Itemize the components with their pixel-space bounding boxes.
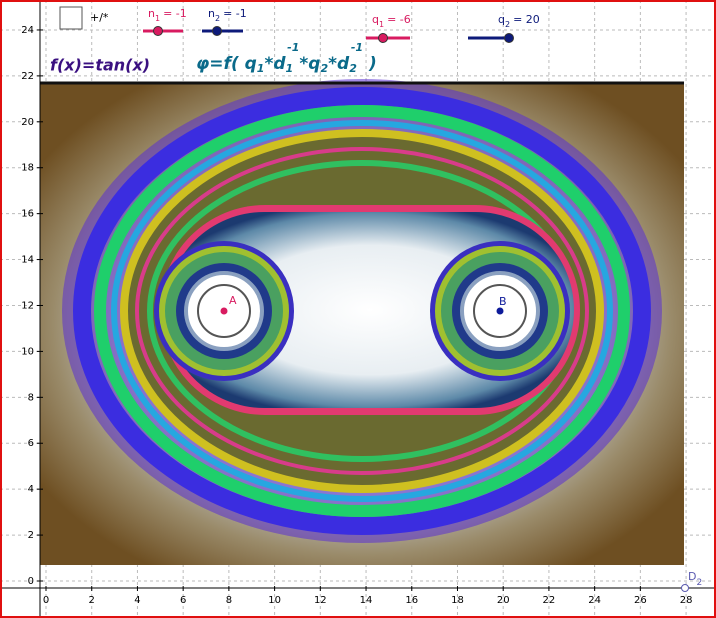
x-tick-label: 24 <box>588 595 601 606</box>
y-tick-label: 6 <box>28 438 34 449</box>
x-tick-label: 8 <box>226 595 232 606</box>
point-name: D <box>688 570 696 583</box>
point-label: B <box>499 295 507 308</box>
x-tick-label: 22 <box>543 595 556 606</box>
y-tick-label: 20 <box>21 117 34 128</box>
formula-sub: 1 <box>257 62 265 75</box>
formula-sub: 1 <box>286 62 294 75</box>
checkbox[interactable] <box>59 6 83 30</box>
x-tick-label: 16 <box>405 595 418 606</box>
y-tick-label: 8 <box>28 392 34 403</box>
y-tick-label: 0 <box>28 576 34 587</box>
formula-text: ) <box>363 54 377 74</box>
formula-sub: 2 <box>320 62 328 75</box>
slider-label: q2 = 20 <box>498 13 540 29</box>
x-tick-label: 12 <box>314 595 327 606</box>
slider-subscript: 1 <box>155 14 160 23</box>
slider-symbol: n <box>208 7 215 20</box>
formula-text: *d <box>328 54 350 74</box>
x-tick-label: 4 <box>134 595 140 606</box>
slider-label: n2 = -1 <box>208 7 247 23</box>
slider-value: = -6 <box>387 13 411 26</box>
formula-text: φ=f( q <box>196 54 257 74</box>
slider-knob[interactable] <box>153 26 163 36</box>
formula-text: *q <box>299 54 320 74</box>
slider-subscript: 2 <box>505 20 510 29</box>
formula-sub: 2 <box>349 62 357 75</box>
slider-value: = -1 <box>223 7 247 20</box>
slider-symbol: n <box>148 7 155 20</box>
slider-value: = 20 <box>513 13 540 26</box>
sliders: n1 = -1 n2 = -1 q1 = -6 q2 = 20 <box>143 7 540 43</box>
slider-subscript: 1 <box>379 20 384 29</box>
x-tick-label: 20 <box>497 595 510 606</box>
formula-text: φ=f( q1*d1-1*q2*d2-1 ) <box>196 41 377 75</box>
formula-sup: -1 <box>287 41 299 54</box>
x-tick-label: 18 <box>451 595 464 606</box>
formula-text: *d <box>264 54 286 74</box>
point-b[interactable] <box>496 307 504 315</box>
x-tick-label: 14 <box>360 595 373 606</box>
point-subscript: 2 <box>696 578 702 588</box>
point-d2[interactable] <box>681 584 689 592</box>
slider-knob[interactable] <box>504 33 514 43</box>
slider-knob[interactable] <box>378 33 388 43</box>
slider-subscript: 2 <box>215 14 220 23</box>
y-tick-label: 4 <box>28 484 34 495</box>
slider-symbol: q <box>498 13 505 26</box>
slider-value: = -1 <box>163 7 187 20</box>
y-tick-label: 10 <box>21 346 34 357</box>
x-tick-label: 10 <box>268 595 281 606</box>
point-label: D2 <box>688 570 702 588</box>
y-tick-label: 18 <box>21 163 34 174</box>
slider-label: n1 = -1 <box>148 7 187 23</box>
field-image <box>40 79 684 565</box>
x-tick-label: 0 <box>43 595 49 606</box>
y-tick-label: 14 <box>21 255 34 266</box>
function-text: f(x)=tan(x) <box>50 56 150 75</box>
checkbox-label: +/* <box>90 11 109 24</box>
x-tick-label: 6 <box>180 595 186 606</box>
point-label: A <box>229 294 237 307</box>
x-tick-label: 28 <box>680 595 693 606</box>
y-tick-label: 16 <box>21 209 34 220</box>
y-tick-label: 12 <box>21 300 34 311</box>
slider-symbol: q <box>372 13 379 26</box>
x-tick-label: 2 <box>89 595 95 606</box>
slider-knob[interactable] <box>212 26 222 36</box>
y-tick-label: 2 <box>28 530 34 541</box>
y-tick-label: 22 <box>21 71 34 82</box>
point-a[interactable] <box>220 307 228 315</box>
slider-label: q1 = -6 <box>372 13 411 29</box>
y-tick-label: 24 <box>21 25 34 36</box>
x-tick-label: 26 <box>634 595 647 606</box>
tick-labels: 0 2 4 6 8 10 12 14 16 18 20 22 24 26 28024681012141618… <box>21 25 692 606</box>
formula-sup: -1 <box>351 41 363 54</box>
